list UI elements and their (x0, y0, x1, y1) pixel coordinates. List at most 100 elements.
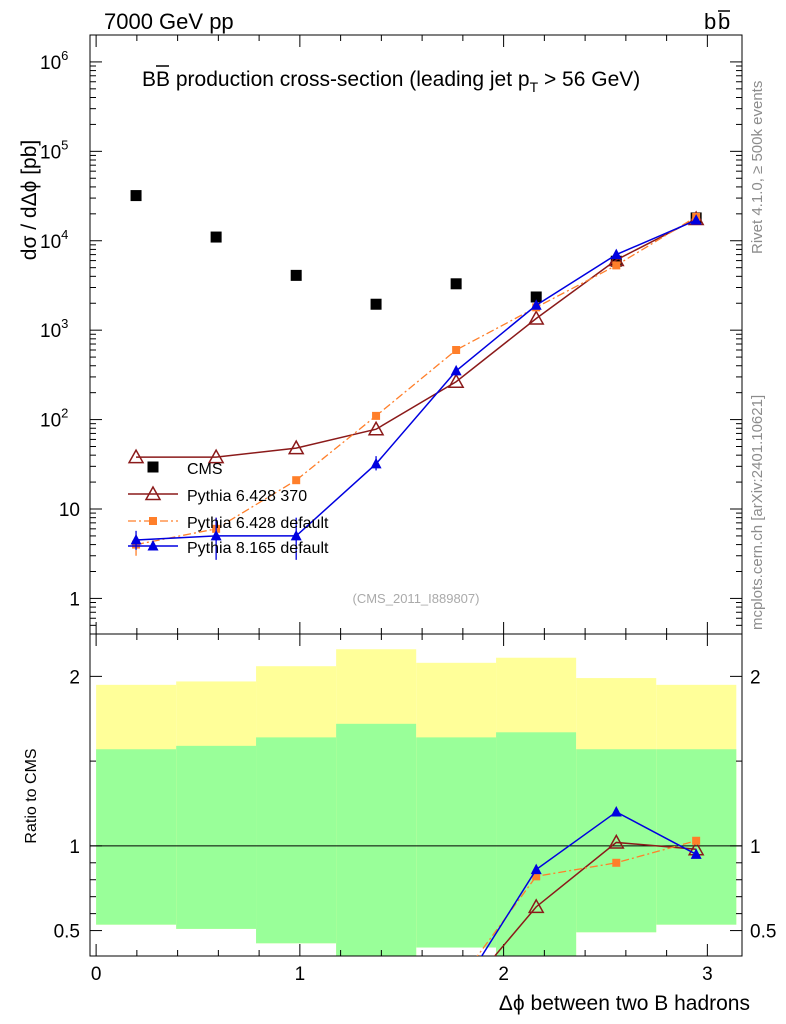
watermark: (CMS_2011_I889807) (353, 591, 480, 606)
ratio-inner-band (96, 749, 177, 925)
main-ylabel: dσ / dΔϕ [pb] (18, 140, 41, 260)
legend-label: CMS (187, 461, 223, 478)
series-line-py6_default (135, 216, 697, 546)
title-tail: > 56 GeV) (538, 68, 640, 91)
axes: 1 10 102 103 104 105 106 0 1 2 3 0.5 0.5 1 1 2 2 (40, 35, 776, 985)
y-tick-label: 103 (40, 316, 68, 342)
point-data (370, 298, 382, 310)
point-py8_default (290, 529, 302, 541)
ratio-series-py8_default (480, 805, 702, 956)
point-py6_370 (447, 373, 465, 388)
y-tick-label: 1 (69, 589, 80, 610)
x-tick-label: 1 (295, 964, 306, 985)
legend-item-py6_370: Pythia 6.428 370 (128, 485, 307, 505)
header-left: 7000 GeV pp (104, 9, 234, 34)
legend-marker (147, 461, 159, 473)
ratio-inner-band (576, 749, 657, 933)
point-py6_default (612, 261, 621, 270)
point-py8_default (210, 529, 222, 541)
title-rest: production cross-section (leading jet p (170, 68, 530, 91)
x-tick-label: 2 (498, 964, 509, 985)
legend-label: Pythia 8.165 default (187, 540, 329, 557)
legend-label: Pythia 6.428 370 (187, 488, 307, 505)
y-tick-label: 10 (59, 500, 80, 521)
point-py6_370 (207, 448, 225, 464)
point-py8_default (370, 457, 382, 469)
header-right-b: b (704, 9, 716, 34)
point-py8_default (610, 248, 622, 260)
ratio-frame (89, 633, 743, 957)
ratio-line-py8_default (480, 811, 697, 956)
ratio-point-py8_default (690, 848, 702, 859)
point-py6_default (452, 346, 461, 355)
header-right-bbar: b (718, 9, 730, 34)
point-data (530, 291, 542, 303)
ratio-panel-series (476, 805, 705, 956)
main-panel-series (127, 190, 705, 560)
ratio-series-clipped (476, 805, 705, 956)
ratio-uncertainty-bands (96, 649, 737, 956)
legend-marker (149, 517, 157, 525)
ratio-point-py6_default (692, 836, 701, 845)
point-py6_default (292, 476, 301, 485)
ratio-series-py6_default (476, 836, 701, 956)
legend-marker (147, 540, 159, 551)
x-tick-label: 3 (702, 964, 713, 985)
series-line-py6_370 (136, 218, 697, 458)
ratio-y-tick-label-right: 0.5 (750, 922, 776, 943)
rivet-label: Rivet 4.1.0, ≥ 500k events (749, 81, 766, 254)
y-tick-label: 105 (40, 137, 68, 163)
ratio-inner-band (256, 737, 337, 944)
mcplots-label: mcplots.cern.ch [arXiv:2401.10621] (749, 395, 766, 630)
point-py6_370 (527, 309, 545, 325)
point-py6_370 (287, 439, 305, 455)
header-right: b b (704, 9, 730, 34)
ratio-inner-band (336, 723, 417, 956)
ratio-ylabel: Ratio to CMS (23, 748, 40, 843)
point-data (130, 190, 142, 202)
ratio-point-py6_370 (608, 833, 625, 849)
x-tick-label: 0 (91, 964, 102, 985)
title-sub: T (530, 79, 539, 95)
point-py8_default (130, 534, 142, 545)
series-py6_370 (127, 210, 705, 464)
point-data (290, 269, 302, 281)
y-tick-label: 102 (40, 406, 68, 432)
ratio-point-py6_default (532, 872, 541, 881)
y-tick-label: 106 (40, 48, 68, 74)
point-py8_default (450, 364, 462, 376)
legend: CMS Pythia 6.428 370 Pythia 6.428 default P… (128, 461, 329, 557)
legend-item-data: CMS (147, 461, 223, 478)
point-py6_default (372, 411, 381, 420)
title-b2: B (156, 68, 170, 91)
point-data (450, 278, 462, 290)
legend-item-py8_default: Pythia 8.165 default (128, 540, 329, 557)
ratio-y-tick-label: 2 (69, 667, 80, 688)
x-axis-label: Δϕ between two B hadrons (499, 992, 750, 1015)
legend-marker (144, 485, 162, 501)
ratio-inner-band (176, 745, 257, 929)
ratio-y-tick-label: 0.5 (54, 922, 80, 943)
point-py8_default (690, 214, 702, 225)
ratio-bands-clipped (96, 649, 737, 956)
ratio-inner-band (496, 732, 577, 956)
series-py8_default (130, 214, 702, 560)
legend-label: Pythia 6.428 default (187, 515, 329, 532)
ratio-y-tick-label-right: 2 (750, 667, 761, 688)
point-py8_default (530, 299, 542, 310)
ratio-point-py8_default (610, 805, 622, 817)
ratio-point-py8_default (530, 863, 542, 875)
point-py6_370 (127, 448, 145, 464)
series-line-py8_default (136, 219, 697, 541)
ratio-inner-band (416, 737, 497, 948)
ratio-line-py6_370 (493, 841, 697, 956)
title-b1: B (142, 68, 156, 91)
ratio-y-tick-label-right: 1 (750, 837, 761, 858)
y-tick-label: 104 (40, 227, 68, 253)
ratio-point-py6_default (612, 858, 621, 867)
point-py6_370 (367, 420, 385, 436)
ratio-point-py6_370 (527, 898, 545, 914)
plot-title: BB production cross-section (leading jet… (142, 68, 640, 95)
point-data (610, 255, 622, 267)
